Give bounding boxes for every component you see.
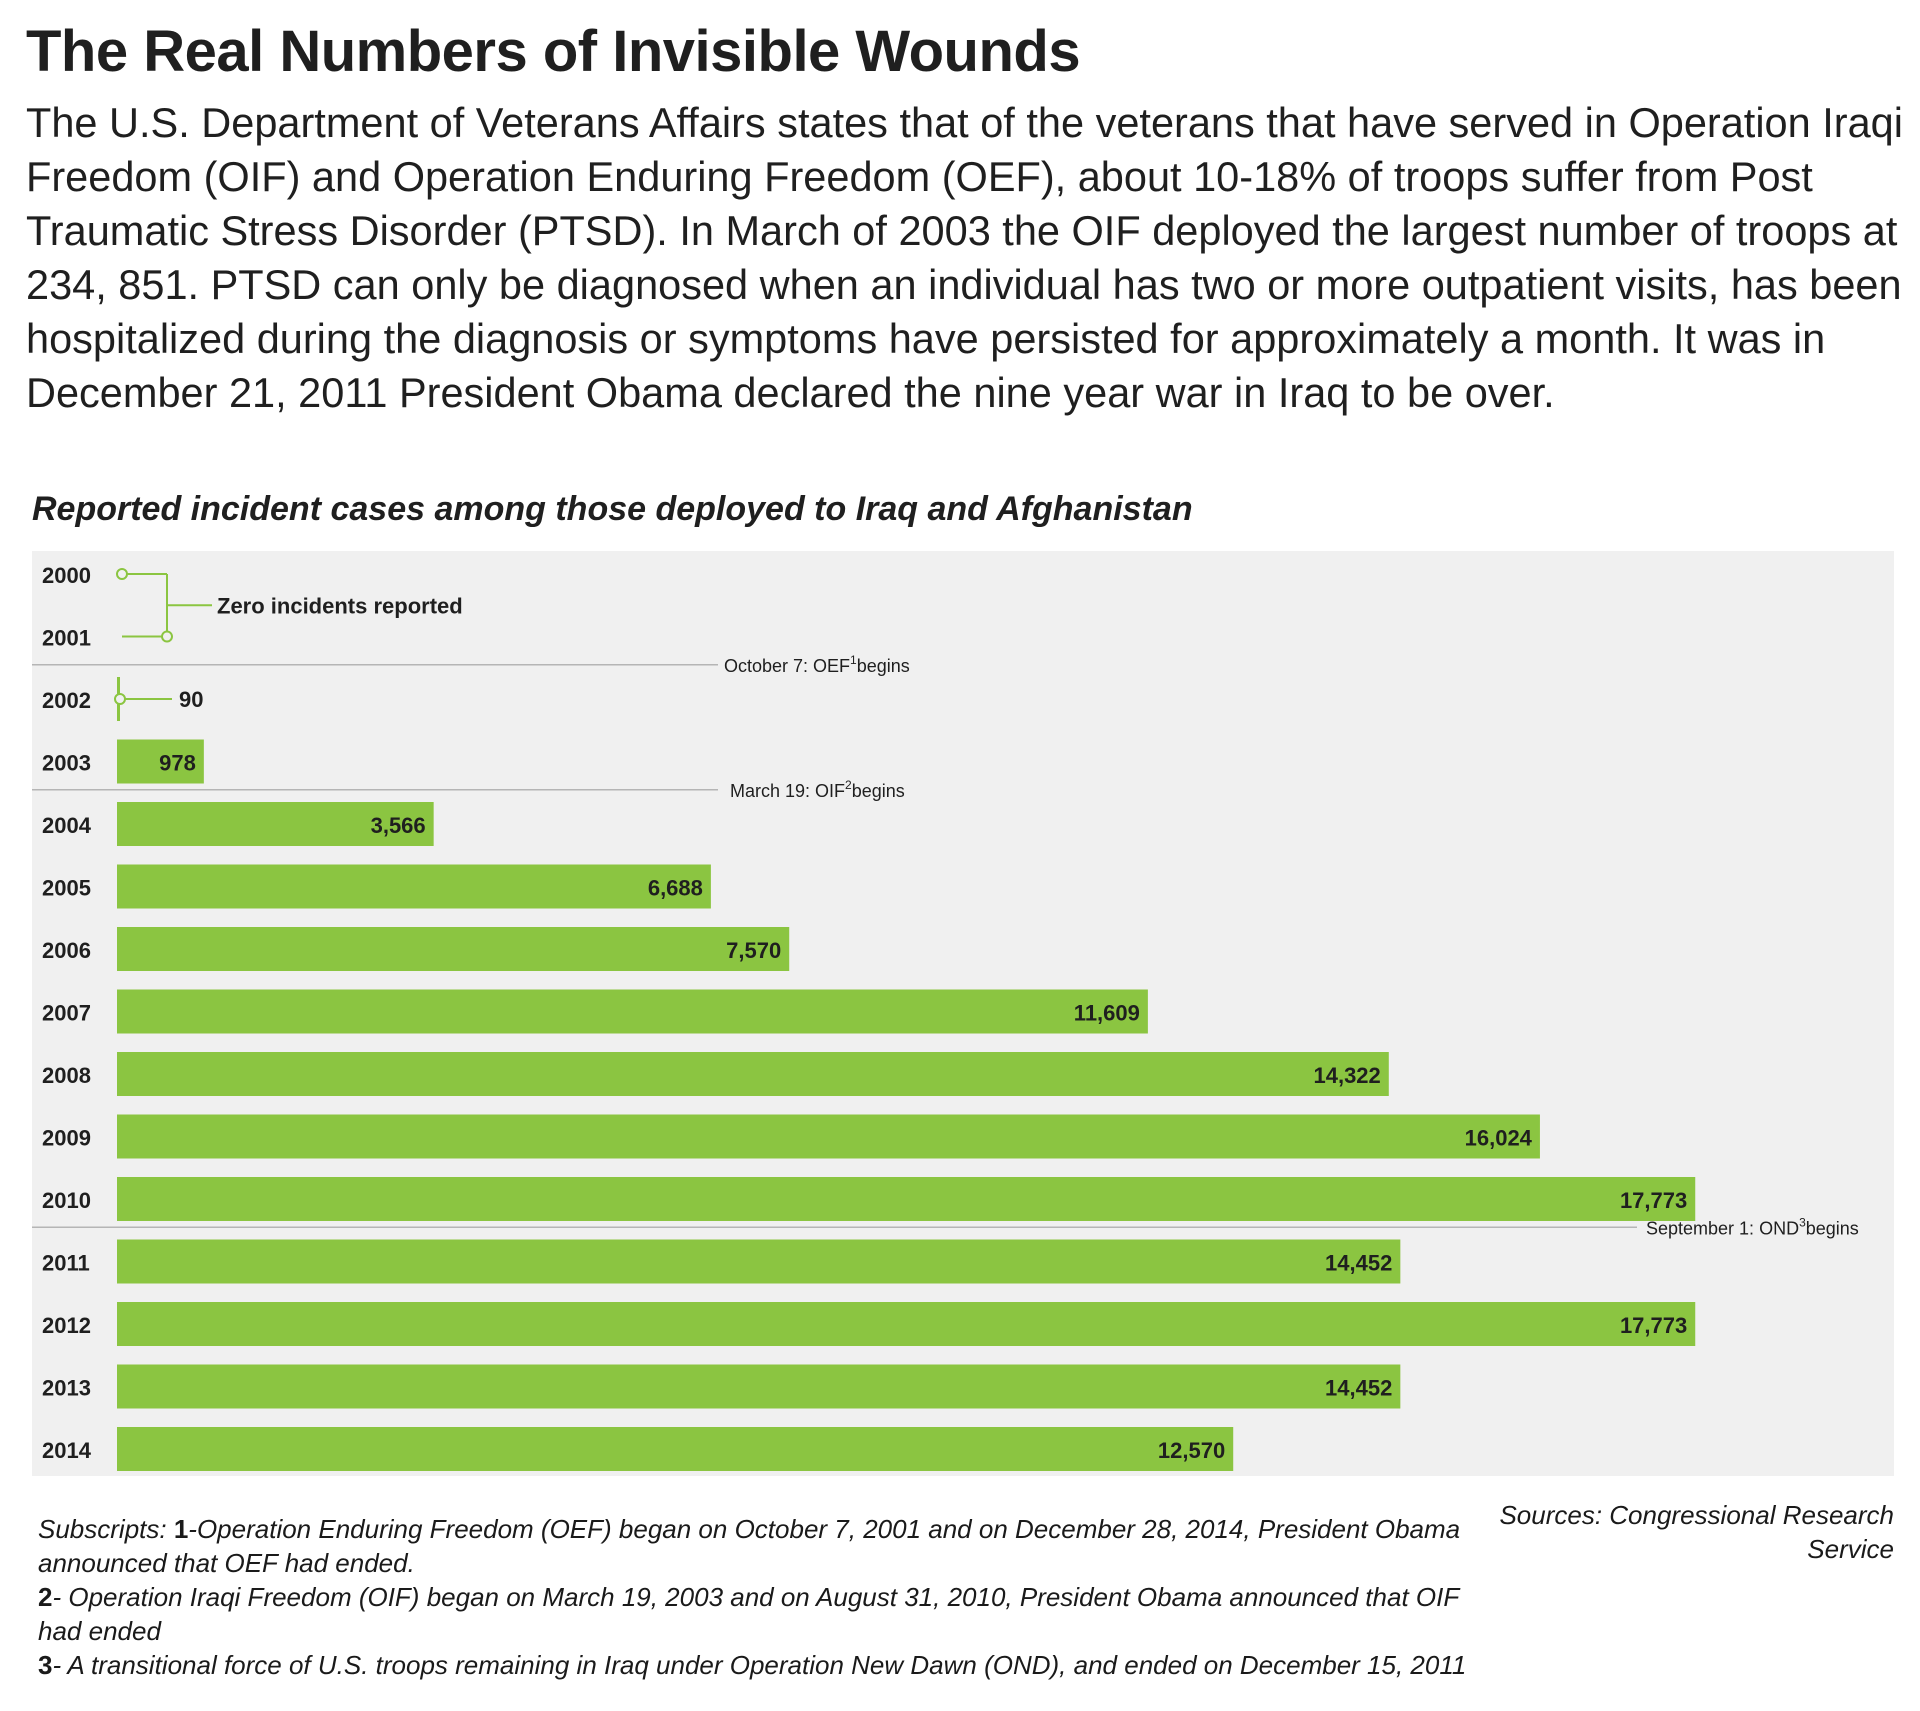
- data-label: 6,688: [648, 876, 703, 901]
- chart-panel: 2000 2001 2002 90 2003 978 2004 3,566 2005 6,688 2…: [32, 551, 1894, 1476]
- year-label: 2004: [42, 813, 92, 838]
- year-label: 2007: [42, 1001, 91, 1026]
- bar: [117, 927, 790, 971]
- bar: [117, 1052, 1389, 1096]
- year-label: 2012: [42, 1313, 91, 1338]
- year-label: 2002: [42, 688, 91, 713]
- footnote-prefix: Subscripts:: [38, 1514, 174, 1544]
- chart-title: Reported incident cases among those depl…: [32, 490, 1193, 528]
- bar-chart: 2000 2001 2002 90 2003 978 2004 3,566 2005 6,688 2…: [32, 563, 1859, 1471]
- callout-dot: [114, 693, 126, 705]
- bar: [117, 989, 1148, 1034]
- bar: [117, 1302, 1696, 1346]
- data-label: 17,773: [1620, 1188, 1687, 1213]
- footnote-3-number: 3: [38, 1650, 53, 1680]
- bar: [117, 1364, 1401, 1409]
- page-title: The Real Numbers of Invisible Wounds: [26, 19, 1081, 84]
- year-label: 2013: [42, 1376, 91, 1401]
- bar: [117, 1427, 1234, 1471]
- year-label: 2011: [42, 1251, 90, 1276]
- year-label: 2010: [42, 1188, 91, 1213]
- bar: [117, 739, 204, 784]
- data-label: 3,566: [371, 813, 426, 838]
- data-label: 17,773: [1620, 1313, 1687, 1338]
- data-label: 7,570: [726, 938, 781, 963]
- bar: [117, 802, 434, 846]
- year-label: 2014: [42, 1438, 92, 1463]
- footnotes: Subscripts: 1-Operation Enduring Freedom…: [38, 1512, 1468, 1682]
- footnote-1-text: -Operation Enduring Freedom (OEF) began …: [38, 1514, 1461, 1578]
- zero-marker: [161, 630, 173, 643]
- bar: [117, 864, 711, 909]
- event-label: September 1: OND3begins: [1646, 1215, 1859, 1238]
- bar: [117, 1239, 1401, 1284]
- data-label: 12,570: [1158, 1438, 1225, 1463]
- event-label: March 19: OIF2begins: [730, 778, 905, 801]
- data-label: 90: [179, 687, 203, 712]
- year-label: 2001: [42, 626, 91, 651]
- year-label: 2006: [42, 938, 91, 963]
- year-label: 2009: [42, 1126, 91, 1151]
- data-label: 14,322: [1313, 1063, 1380, 1088]
- year-label: 2008: [42, 1063, 91, 1088]
- footnote-2-number: 2: [38, 1582, 53, 1612]
- data-label: 978: [159, 751, 196, 776]
- event-label: October 7: OEF1begins: [724, 653, 910, 676]
- footnote-1: Subscripts: 1-Operation Enduring Freedom…: [38, 1512, 1468, 1580]
- bar: [117, 1177, 1696, 1221]
- footnote-2-text: - Operation Iraqi Freedom (OIF) began on…: [38, 1582, 1459, 1646]
- year-label: 2005: [42, 876, 91, 901]
- year-label: 2003: [42, 751, 91, 776]
- footnote-3: 3- A transitional force of U.S. troops r…: [38, 1648, 1468, 1682]
- footnote-1-number: 1: [173, 1514, 189, 1544]
- bar: [117, 1114, 1540, 1159]
- zero-marker: [116, 568, 128, 580]
- intro-paragraph: The U.S. Department of Veterans Affairs …: [26, 99, 1903, 416]
- year-label: 2000: [42, 563, 91, 588]
- zero-annotation: Zero incidents reported: [217, 593, 463, 618]
- data-label: 14,452: [1325, 1376, 1392, 1401]
- sources-note: Sources: Congressional Research Service: [1499, 1500, 1894, 1564]
- data-label: 16,024: [1465, 1126, 1533, 1151]
- footnote-3-text: - A transitional force of U.S. troops re…: [52, 1650, 1467, 1680]
- footnote-2: 2- Operation Iraqi Freedom (OIF) began o…: [38, 1580, 1468, 1648]
- data-label: 11,609: [1074, 1001, 1140, 1026]
- data-label: 14,452: [1325, 1251, 1392, 1276]
